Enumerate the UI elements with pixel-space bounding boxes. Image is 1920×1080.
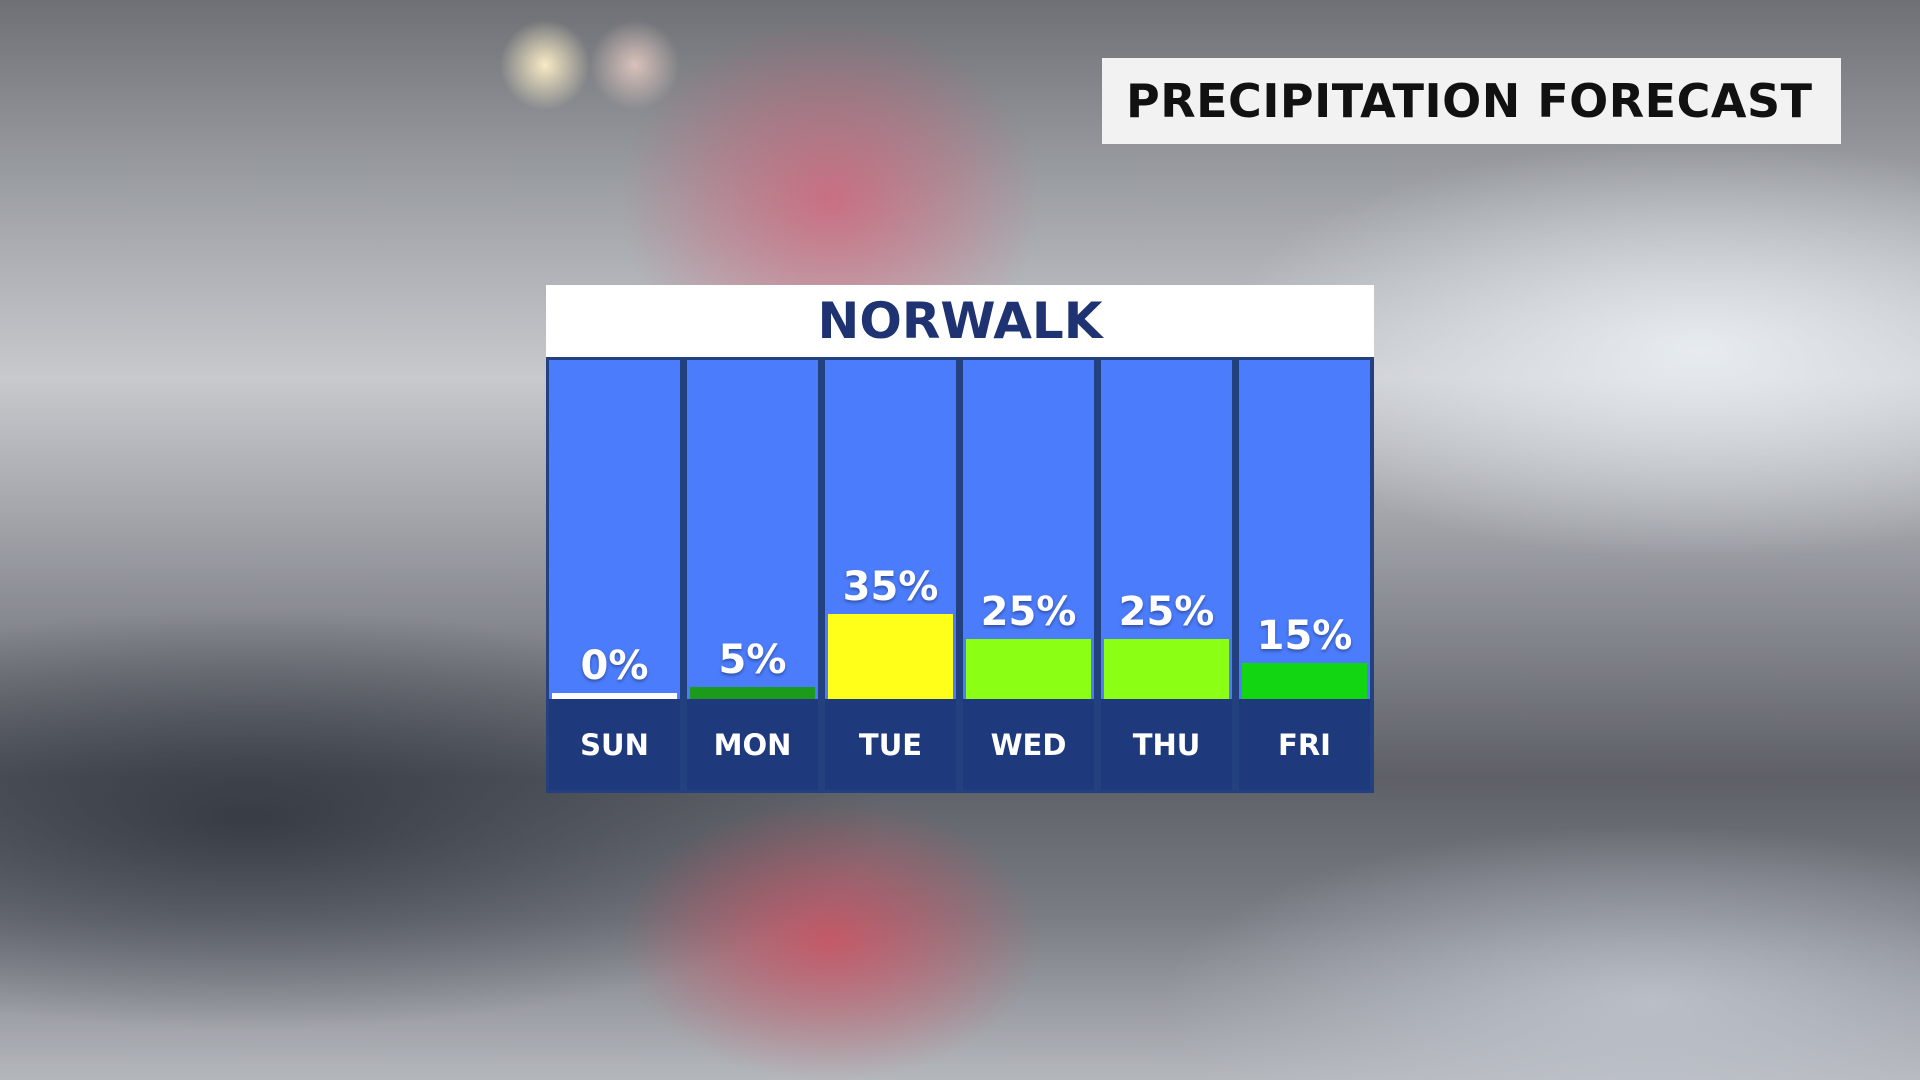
day-column-mon: 5% MON [687, 360, 818, 790]
day-column-fri: 15% FRI [1239, 360, 1370, 790]
forecast-panel: NORWALK 0% SUN 5% MON 35% TUE 25% WED 25% THU 15% F… [546, 285, 1374, 793]
chart-body: 0% SUN 5% MON 35% TUE 25% WED 25% THU 15% FRI [546, 357, 1374, 793]
day-column-wed: 25% WED [963, 360, 1094, 790]
value-label-tue: 35% [842, 564, 939, 611]
bar-thu [1104, 638, 1229, 699]
value-label-wed: 25% [980, 588, 1077, 635]
day-label-tue: TUE [858, 727, 923, 762]
value-label-sun: 0% [580, 643, 649, 689]
day-label-band: FRI [1239, 699, 1370, 790]
day-column-thu: 25% THU [1101, 360, 1232, 790]
day-label-band: MON [687, 699, 818, 790]
day-label-band: WED [963, 699, 1094, 790]
day-label-thu: THU [1132, 727, 1201, 762]
day-label-sun: SUN [580, 727, 649, 762]
bar-sun [552, 693, 677, 699]
bar-tue [828, 614, 953, 699]
chart-header: NORWALK [546, 285, 1374, 357]
value-label-fri: 15% [1256, 612, 1353, 659]
page-title: PRECIPITATION FORECAST [1126, 74, 1813, 128]
bar-wed [966, 638, 1091, 699]
bar-fri [1242, 662, 1367, 699]
day-column-tue: 35% TUE [825, 360, 956, 790]
value-label-thu: 25% [1118, 588, 1215, 635]
day-label-band: SUN [549, 699, 680, 790]
value-label-mon: 5% [718, 636, 787, 683]
bar-mon [690, 686, 815, 699]
day-label-band: TUE [825, 699, 956, 790]
day-label-mon: MON [713, 727, 792, 762]
day-label-fri: FRI [1278, 727, 1331, 762]
day-label-wed: WED [990, 727, 1067, 762]
day-column-sun: 0% SUN [549, 360, 680, 790]
title-box: PRECIPITATION FORECAST [1102, 58, 1841, 144]
day-label-band: THU [1101, 699, 1232, 790]
chart-title: NORWALK [817, 292, 1103, 350]
